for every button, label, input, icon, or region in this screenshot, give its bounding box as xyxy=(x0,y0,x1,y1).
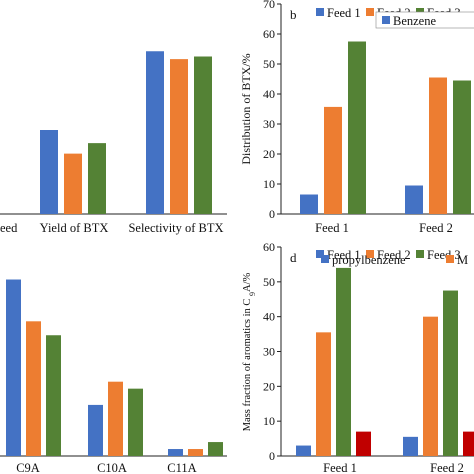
legend-label-feed-1: Feed 1 xyxy=(327,6,361,20)
panel-a-category-0: eed xyxy=(0,221,18,235)
legend-swatch-benzene xyxy=(382,16,390,24)
bar-b-s2-c0 xyxy=(348,41,366,214)
panel-d-y-label: Mass fraction of aromatics in C 9A/% xyxy=(242,272,257,431)
bar-d-s3-c1 xyxy=(463,431,474,456)
panel-d-bars xyxy=(296,267,474,456)
panel-d-y-label-text: Mass fraction of aromatics in C xyxy=(242,299,253,432)
panel-b-category-1: Feed 2 xyxy=(419,221,453,235)
y-tick-label: 10 xyxy=(263,177,275,191)
legend-swatch-feed-1 xyxy=(316,250,324,258)
panel-d-category-1: Feed 2 xyxy=(430,461,464,474)
panel-a-bars xyxy=(40,51,212,214)
bar-b-s0-c1 xyxy=(405,185,423,214)
bar-a-s0-c1 xyxy=(40,130,58,214)
bar-d-s1-c0 xyxy=(316,332,331,456)
panel-c: Feed 1 Feed 2 Feed 3 C9A C10A C11A xyxy=(0,248,461,474)
y-tick-label: 20 xyxy=(263,379,275,393)
bar-c-s2-c2 xyxy=(208,442,223,456)
panel-b-legend-box xyxy=(375,11,474,29)
panel-b-letter: b xyxy=(290,7,297,22)
panel-b-y-label: Distribution of BTX/% xyxy=(239,53,253,164)
panel-d-letter: d xyxy=(290,250,297,265)
legend-label-feed-2: Feed 2 xyxy=(377,248,411,262)
y-tick-label: 0 xyxy=(269,207,275,221)
bar-b-s1-c1 xyxy=(429,77,447,214)
panel-a-category-1: Yield of BTX xyxy=(40,221,109,235)
panel-d-y-label-subscript: 9 xyxy=(248,292,257,296)
panel-d-category-0: Feed 1 xyxy=(323,461,357,474)
bar-a-s1-c2 xyxy=(170,59,188,214)
legend-label-propylbenzene: propylbenzene xyxy=(332,253,406,267)
legend-swatch-feed-3 xyxy=(416,250,424,258)
legend-swatch-second xyxy=(446,255,454,263)
y-tick-label: 40 xyxy=(263,310,275,324)
y-tick-label: 0 xyxy=(269,449,275,463)
panel-a-category-2: Selectivity of BTX xyxy=(128,221,223,235)
bar-c-s0-c0 xyxy=(6,279,21,456)
panel-c-category-1: C10A xyxy=(97,461,127,474)
panel-c-bars xyxy=(6,279,223,456)
panel-a: Feed 1 Feed 2 Feed 3 eed Yield of BTX Se… xyxy=(0,6,461,235)
legend-swatch-feed-1 xyxy=(316,8,324,16)
bar-c-s1-c0 xyxy=(26,321,41,456)
y-tick-label: 70 xyxy=(263,0,275,11)
legend-swatch-feed-2 xyxy=(366,8,374,16)
bar-c-s2-c1 xyxy=(128,388,143,456)
bar-a-s1-c1 xyxy=(64,153,82,214)
bar-d-s3-c0 xyxy=(356,431,371,456)
legend-swatch-feed-2 xyxy=(366,250,374,258)
panel-d-y-ticks: 0 10 20 30 40 50 60 xyxy=(263,240,281,463)
legend-label-feed-1: Feed 1 xyxy=(327,248,361,262)
bar-b-s0-c0 xyxy=(300,194,318,214)
legend-label-benzene: Benzene xyxy=(393,14,436,28)
bar-c-s0-c2 xyxy=(168,449,183,456)
y-tick-label: 60 xyxy=(263,240,275,254)
y-tick-label: 20 xyxy=(263,147,275,161)
bar-a-s2-c1 xyxy=(88,143,106,214)
legend-label-second: M xyxy=(457,253,468,267)
legend-label-feed-3: Feed 3 xyxy=(427,248,461,262)
bar-d-s0-c0 xyxy=(296,445,311,456)
bar-c-s1-c1 xyxy=(108,381,123,456)
panel-b-y-ticks: 0 10 20 30 40 50 60 70 xyxy=(263,0,281,221)
bar-d-s2-c0 xyxy=(336,267,351,456)
bar-d-s2-c1 xyxy=(443,290,458,456)
y-tick-label: 30 xyxy=(263,117,275,131)
y-tick-label: 10 xyxy=(263,414,275,428)
bar-d-s1-c1 xyxy=(423,316,438,456)
bar-b-s2-c1 xyxy=(453,80,471,214)
y-tick-label: 40 xyxy=(263,87,275,101)
panel-d-y-label-rest: A/% xyxy=(242,272,253,292)
bar-c-s1-c2 xyxy=(188,449,203,456)
y-tick-label: 60 xyxy=(263,27,275,41)
y-tick-label: 50 xyxy=(263,57,275,71)
bar-a-s2-c2 xyxy=(194,56,212,214)
y-tick-label: 30 xyxy=(263,345,275,359)
panel-b-category-0: Feed 1 xyxy=(315,221,349,235)
bar-c-s2-c0 xyxy=(46,335,61,456)
legend-swatch-propylbenzene xyxy=(321,255,329,263)
panel-c-category-2: C11A xyxy=(167,461,196,474)
bar-a-s0-c2 xyxy=(146,51,164,214)
bar-c-s0-c1 xyxy=(88,404,103,456)
panel-b-bars xyxy=(300,41,471,214)
panel-d: 0 10 20 30 40 50 60 Mass fraction of aromatics… xyxy=(242,240,474,474)
bar-d-s0-c1 xyxy=(403,436,418,456)
y-tick-label: 50 xyxy=(263,275,275,289)
panel-c-legend: Feed 1 Feed 2 Feed 3 xyxy=(316,248,461,262)
panel-c-category-0: C9A xyxy=(16,461,40,474)
bar-b-s1-c0 xyxy=(324,106,342,214)
